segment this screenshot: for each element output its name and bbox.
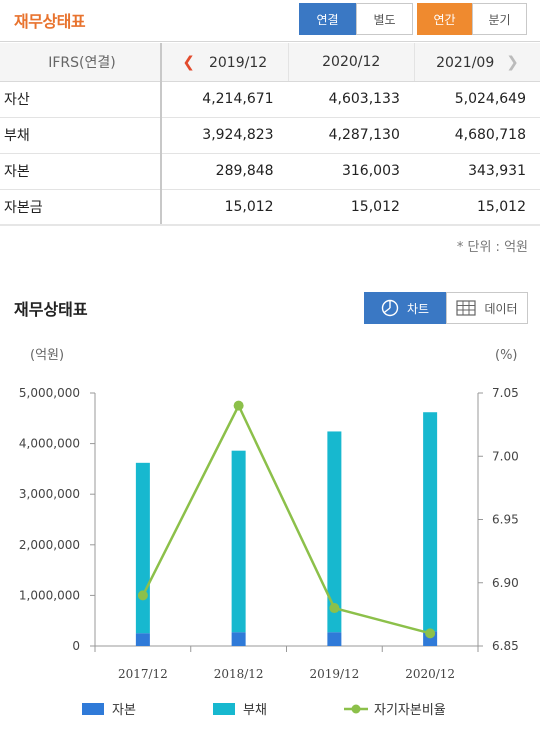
- table-cell: 343,931: [413, 153, 540, 190]
- ratio-point: [137, 590, 148, 601]
- chevron-left-icon[interactable]: ❮: [182, 52, 195, 71]
- bar-capital: [231, 632, 246, 646]
- table-cell: 4,214,671: [161, 81, 289, 118]
- table-cell: 4,287,130: [287, 117, 415, 154]
- unit-note: * 단위 : 억원: [456, 240, 528, 255]
- legend-marker-ratio: [351, 704, 361, 714]
- page-header: 재무상태표 연결 별도 연간 분기: [0, 0, 540, 42]
- left-tick-label: 3,000,000: [19, 487, 80, 501]
- table-row: 자본금 15,012 15,012 15,012: [0, 189, 540, 226]
- bar-liabilities: [327, 431, 342, 633]
- legend-label-ratio: 자기자본비율: [374, 703, 446, 718]
- table-cell: 15,012: [161, 189, 289, 226]
- bar-capital: [327, 632, 342, 646]
- tab-quarterly[interactable]: 분기: [472, 3, 527, 35]
- table-cell: 316,003: [287, 153, 415, 190]
- table-row: 부채 3,924,823 4,287,130 4,680,718: [0, 117, 540, 154]
- page-title: 재무상태표: [14, 12, 86, 31]
- bar-liabilities: [135, 462, 150, 634]
- table-cell: 4,680,718: [413, 117, 540, 154]
- table-cell: 15,012: [413, 189, 540, 226]
- x-tick-label: 2018/12: [214, 667, 264, 681]
- legend-label-liabilities: 부채: [243, 703, 267, 718]
- right-tick-label: 6.95: [492, 513, 519, 527]
- legend-swatch-capital: [82, 703, 104, 715]
- right-tick-label: 7.00: [492, 449, 519, 463]
- right-tick-label: 6.90: [492, 576, 519, 590]
- row-label: 자산: [0, 81, 162, 118]
- tab-annual[interactable]: 연간: [417, 3, 472, 35]
- chart-section-title: 재무상태표: [14, 300, 88, 319]
- table-grid-icon: [456, 300, 477, 316]
- pie-chart-icon: [381, 299, 399, 317]
- balance-sheet-table: IFRS(연결) ❮ 2019/12 2020/12 2021/09 ❯ 자산 4,…: [0, 43, 540, 226]
- chevron-right-icon[interactable]: ❯: [506, 52, 519, 71]
- row-label: 부채: [0, 117, 162, 154]
- right-tick-label: 7.05: [492, 386, 519, 400]
- bar-capital: [135, 633, 150, 646]
- left-tick-label: 0: [72, 639, 80, 653]
- table-cell: 15,012: [287, 189, 415, 226]
- row-label: 자본: [0, 153, 162, 190]
- data-view-label: 데이터: [484, 301, 518, 316]
- table-cell: 5,024,649: [413, 81, 540, 118]
- table-corner-label: IFRS(연결): [0, 43, 162, 82]
- table-header-row: IFRS(연결) ❮ 2019/12 2020/12 2021/09 ❯: [0, 43, 540, 82]
- left-axis-unit: (억원): [30, 348, 64, 363]
- chart-view-label: 차트: [406, 301, 430, 316]
- x-tick-label: 2020/12: [405, 667, 455, 681]
- table-row: 자산 4,214,671 4,603,133 5,024,649: [0, 81, 540, 118]
- table-cell: 289,848: [161, 153, 289, 190]
- x-tick-label: 2017/12: [118, 667, 168, 681]
- right-axis-unit: (%): [495, 348, 518, 363]
- period-header-3: 2021/09 ❯: [413, 43, 540, 82]
- right-tick-label: 6.85: [492, 639, 519, 653]
- tab-consolidated[interactable]: 연결: [299, 3, 356, 35]
- tab-separate[interactable]: 별도: [356, 3, 413, 35]
- left-tick-label: 2,000,000: [19, 538, 80, 552]
- period-header-2: 2020/12: [287, 43, 415, 82]
- legend-swatch-liabilities: [213, 703, 235, 715]
- period-label: 2020/12: [322, 53, 381, 70]
- left-tick-label: 1,000,000: [19, 588, 80, 602]
- bar-liabilities: [231, 450, 246, 633]
- ratio-point: [329, 603, 340, 614]
- period-toggle: 연간 분기: [417, 3, 527, 35]
- bar-liabilities: [423, 412, 438, 632]
- left-tick-label: 4,000,000: [19, 437, 80, 451]
- row-label: 자본금: [0, 189, 162, 226]
- period-label: 2019/12: [208, 54, 268, 71]
- ratio-point: [233, 400, 244, 411]
- left-tick-label: 5,000,000: [19, 386, 80, 400]
- table-cell: 3,924,823: [161, 117, 289, 154]
- ratio-line: [141, 402, 431, 635]
- chart-view-button[interactable]: 차트: [364, 292, 446, 324]
- period-header-1: ❮ 2019/12: [160, 43, 289, 82]
- view-toggle: 차트 데이터: [364, 292, 528, 324]
- ratio-point: [425, 628, 436, 639]
- data-view-button[interactable]: 데이터: [446, 292, 528, 324]
- table-cell: 4,603,133: [287, 81, 415, 118]
- consolidation-toggle: 연결 별도: [299, 3, 413, 35]
- legend-label-capital: 자본: [112, 703, 136, 718]
- x-tick-label: 2019/12: [309, 667, 359, 681]
- balance-sheet-chart: (억원) (%) 0 1,000,000 2,000,000 3,000,000 4,000…: [19, 348, 519, 718]
- table-row: 자본 289,848 316,003 343,931: [0, 153, 540, 190]
- period-label: 2021/09: [436, 54, 495, 71]
